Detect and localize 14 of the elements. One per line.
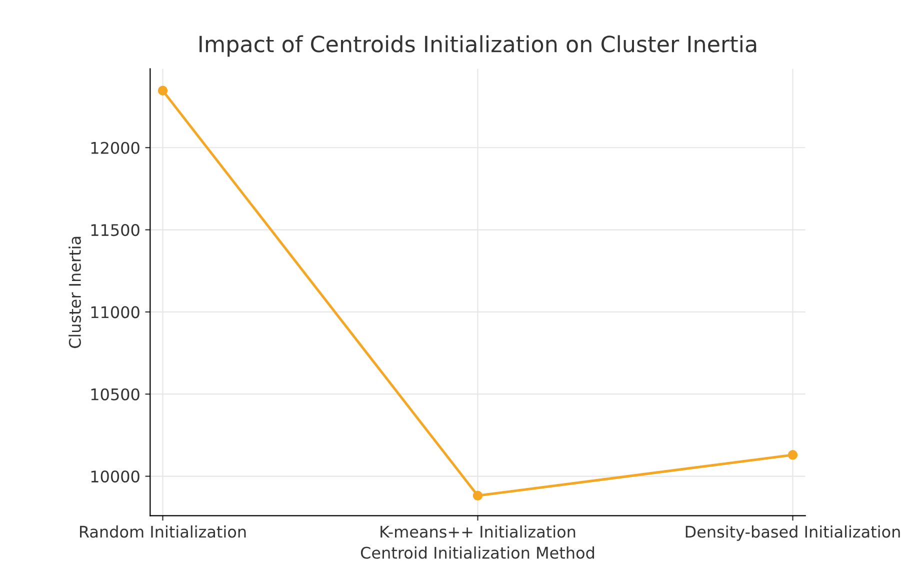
y-tick-label: 10000 [91,470,140,483]
chart-title: Impact of Centroids Initialization on Cluster Inertia [200,35,756,57]
y-tick-label: 11000 [91,306,140,318]
x-tick-label: K-means++ Initialization [380,525,576,538]
x-axis-title: Centroid Initialization Method [360,546,594,559]
x-tick-label: Random Initialization [80,525,246,538]
point [472,490,483,501]
x-tick-label: Density-based Initialization [686,525,900,541]
point [788,450,798,460]
y-tick-label: 10500 [91,388,140,400]
y-tick-label: 12000 [91,142,140,154]
point [158,86,168,96]
y-tick-label: 11500 [91,224,140,236]
y-axis-title: Cluster Inertia [68,236,81,348]
